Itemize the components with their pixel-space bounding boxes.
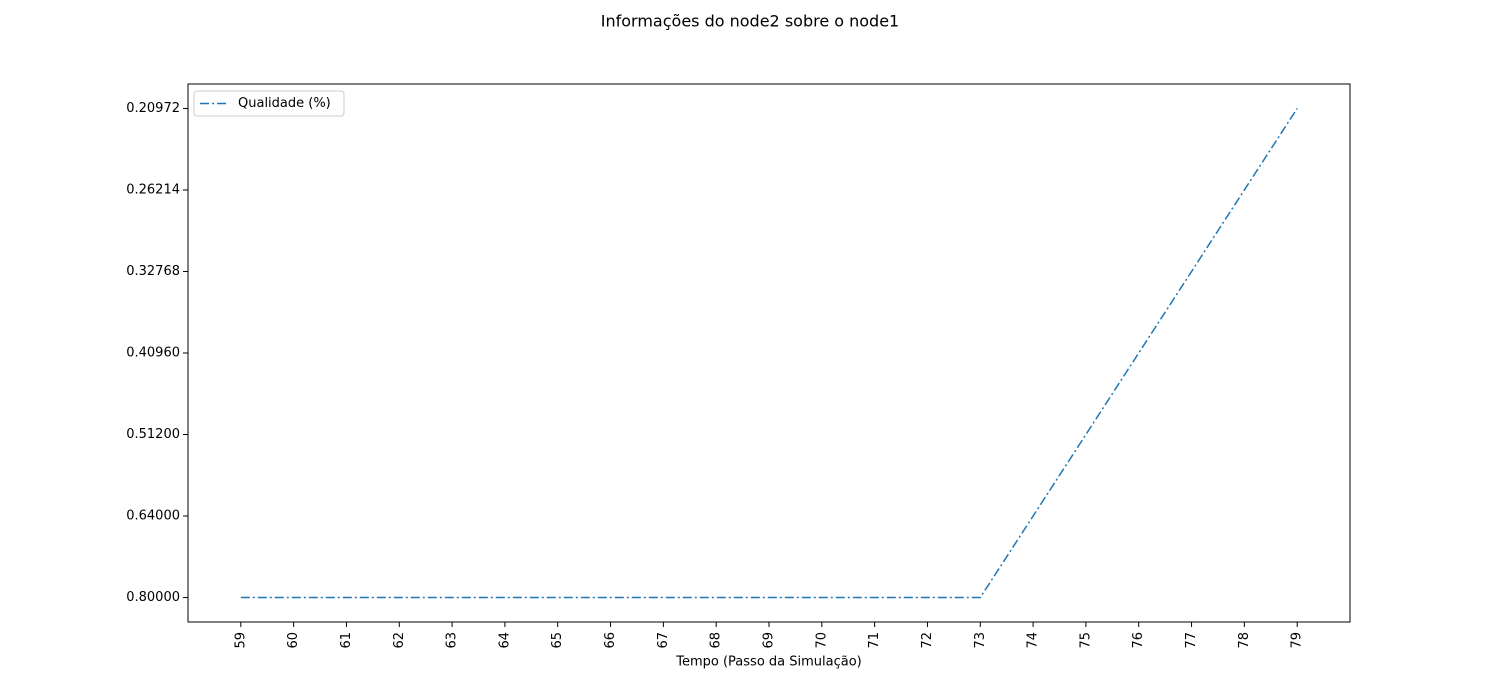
x-tick-label: 60 — [286, 632, 301, 649]
legend-label: Qualidade (%) — [238, 96, 331, 111]
chart-title: Informações do node2 sobre o node1 — [601, 12, 899, 31]
x-tick-label: 72 — [920, 632, 935, 649]
x-tick-label: 73 — [973, 632, 988, 649]
y-tick-label: 0.40960 — [126, 346, 180, 361]
plot-frame — [187, 83, 1351, 623]
x-tick-label: 79 — [1290, 632, 1305, 649]
x-tick-label: 66 — [603, 632, 618, 649]
x-tick-label: 70 — [814, 632, 829, 649]
x-tick-label: 65 — [550, 632, 565, 649]
y-tick-label: 0.20972 — [126, 101, 180, 116]
legend-box — [193, 90, 345, 117]
y-tick-label: 0.26214 — [126, 182, 180, 197]
x-tick-label: 63 — [445, 632, 460, 649]
y-tick-label: 0.80000 — [126, 590, 180, 605]
x-tick-label: 74 — [1026, 632, 1041, 649]
x-tick-label: 67 — [656, 632, 671, 649]
x-tick-label: 77 — [1184, 632, 1199, 649]
data-line — [240, 108, 1298, 599]
x-tick-label: 75 — [1078, 632, 1093, 649]
x-tick-label: 61 — [339, 632, 354, 649]
y-tick-label: 0.32768 — [126, 264, 180, 279]
y-tick-label: 0.51200 — [126, 427, 180, 442]
x-tick-label: 64 — [497, 632, 512, 649]
x-tick-label: 71 — [867, 632, 882, 649]
y-tick-label: 0.64000 — [126, 509, 180, 524]
x-axis-label: Tempo (Passo da Simulação) — [675, 655, 862, 670]
x-tick-label: 59 — [233, 632, 248, 649]
x-tick-label: 62 — [392, 632, 407, 649]
x-tick-label: 76 — [1131, 632, 1146, 649]
x-tick-label: 78 — [1237, 632, 1252, 649]
x-tick-label: 69 — [762, 632, 777, 649]
x-tick-label: 68 — [709, 632, 724, 649]
